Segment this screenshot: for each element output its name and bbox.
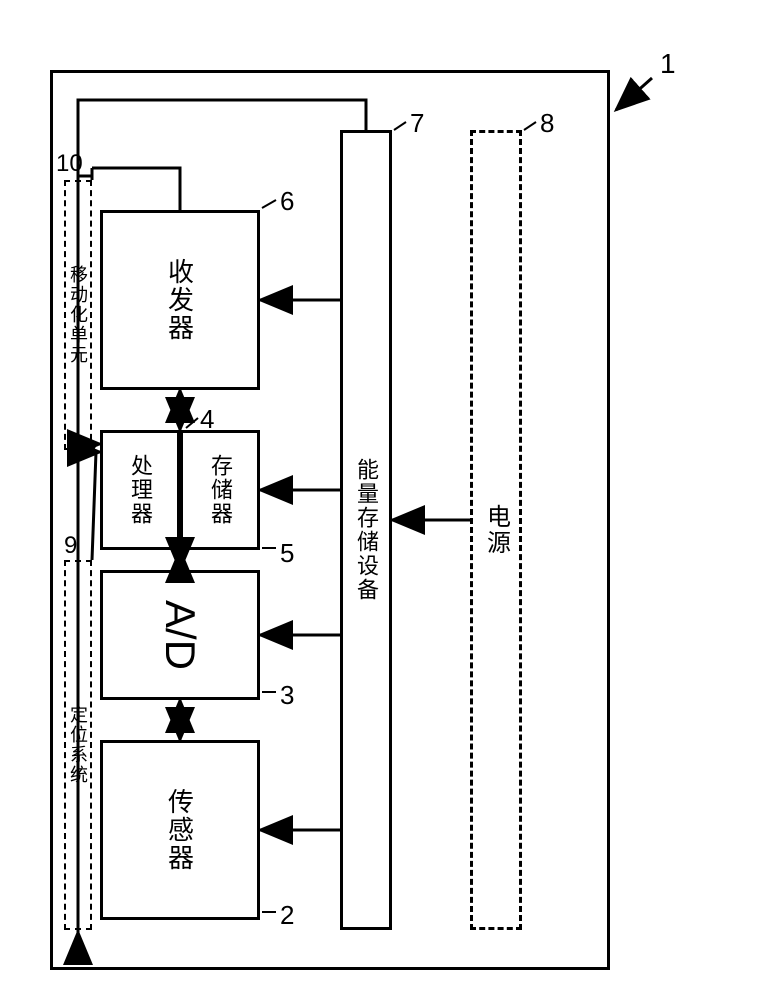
ref-4: 4: [200, 404, 214, 435]
ref-8: 8: [540, 108, 554, 139]
block-ad: A/D: [100, 570, 260, 700]
ref-7: 7: [410, 108, 424, 139]
ref-10: 10: [56, 150, 83, 178]
block-processor: 处理器: [100, 430, 180, 550]
block-energy-storage: 能量存储设备: [340, 130, 392, 930]
ref-1: 1: [660, 48, 676, 80]
block-transceiver: 收发器: [100, 210, 260, 390]
label-transceiver: 收发器: [162, 258, 199, 342]
label-ad: A/D: [156, 600, 204, 670]
ref-5: 5: [280, 538, 294, 569]
ref-2: 2: [280, 900, 294, 931]
block-memory: 存储器: [180, 430, 260, 550]
ref-6: 6: [280, 186, 294, 217]
label-positioning: 定位系统: [65, 705, 91, 785]
ref-9: 9: [64, 532, 77, 560]
label-mobility: 移动化单元: [65, 265, 91, 365]
diagram-canvas: 传感器 A/D 处理器 存储器 收发器 能量存储设备 电源 定位系统 移动化单元…: [0, 0, 766, 1000]
label-processor: 处理器: [124, 454, 156, 526]
label-sensor: 传感器: [162, 788, 199, 872]
block-mobility: 移动化单元: [64, 180, 92, 450]
block-power: 电源: [470, 130, 522, 930]
block-positioning: 定位系统: [64, 560, 92, 930]
label-power: 电源: [479, 504, 514, 556]
ref-3: 3: [280, 680, 294, 711]
block-sensor: 传感器: [100, 740, 260, 920]
label-memory: 存储器: [204, 454, 236, 526]
label-energy-storage: 能量存储设备: [350, 458, 382, 602]
